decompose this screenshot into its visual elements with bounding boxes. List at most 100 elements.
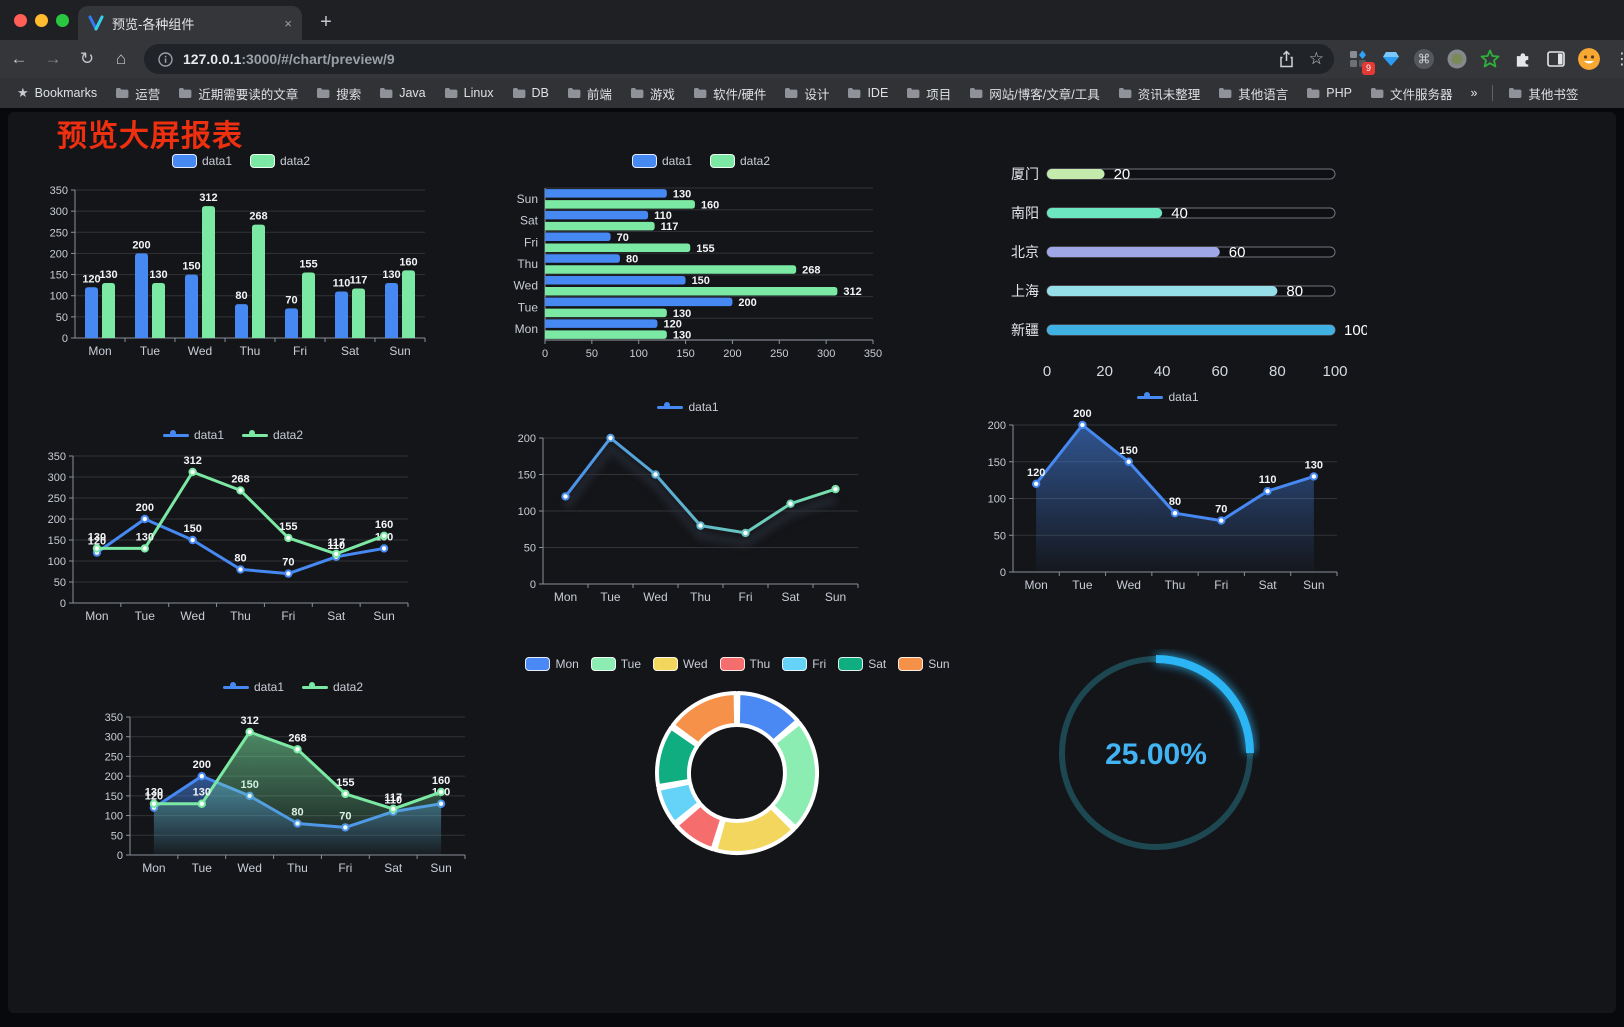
new-tab-button[interactable]: + xyxy=(320,11,332,33)
legend-item-data1[interactable]: data1 xyxy=(162,428,224,442)
forward-icon[interactable]: → xyxy=(44,49,62,68)
bookmark-label: 设计 xyxy=(804,87,830,102)
extension-grid-icon[interactable]: 9 xyxy=(1346,47,1375,75)
bookmark-item-9[interactable]: 软件/硬件 xyxy=(686,81,773,106)
bookmark-item-7[interactable]: 前端 xyxy=(560,81,619,106)
extension-clip-star-icon[interactable] xyxy=(1478,47,1502,71)
svg-text:Sun: Sun xyxy=(517,192,538,206)
bookmark-item-1[interactable]: 运营 xyxy=(108,81,167,106)
donut-slice-Mon[interactable] xyxy=(735,691,800,744)
gauge-chart-canvas: 25.00% xyxy=(1056,653,1256,853)
bookmark-item-13[interactable]: 网站/博客/文章/工具 xyxy=(962,81,1106,106)
bookmark-item-4[interactable]: Java xyxy=(372,83,432,103)
legend-item-Sat[interactable]: Sat xyxy=(838,657,886,671)
window-close-button[interactable] xyxy=(14,14,27,27)
bookmark-item-19[interactable]: 其他书签 xyxy=(1501,81,1585,106)
svg-text:155: 155 xyxy=(336,777,354,789)
browser-menu-icon[interactable]: ⋮ xyxy=(1614,51,1624,68)
svg-text:130: 130 xyxy=(88,531,106,543)
svg-text:130: 130 xyxy=(99,269,117,281)
legend-item-data1[interactable]: data1 xyxy=(657,400,719,414)
extensions-puzzle-icon[interactable] xyxy=(1511,47,1535,71)
reload-icon[interactable]: ↻ xyxy=(79,49,95,68)
bookmark-item-0[interactable]: ★ Bookmarks xyxy=(10,82,104,104)
svg-text:80: 80 xyxy=(1269,363,1286,380)
svg-text:250: 250 xyxy=(48,493,66,505)
svg-text:130: 130 xyxy=(1305,459,1323,471)
legend-item-Thu[interactable]: Thu xyxy=(719,657,770,671)
bookmark-item-11[interactable]: IDE xyxy=(840,83,895,103)
legend-item-Tue[interactable]: Tue xyxy=(590,657,641,671)
window-minimize-button[interactable] xyxy=(35,14,48,27)
svg-text:Sun: Sun xyxy=(373,609,394,623)
bookmark-item-6[interactable]: DB xyxy=(505,83,556,103)
bookmark-item-15[interactable]: 其他语言 xyxy=(1211,81,1295,106)
url-host: 127.0.0.1 xyxy=(183,51,242,67)
window-zoom-button[interactable] xyxy=(56,14,69,27)
svg-text:130: 130 xyxy=(149,269,167,281)
extension-record-icon[interactable] xyxy=(1445,47,1469,71)
bookmark-item-17[interactable]: 文件服务器 xyxy=(1363,81,1460,106)
bookmark-item-12[interactable]: 项目 xyxy=(899,81,958,106)
svg-text:200: 200 xyxy=(132,239,150,251)
svg-text:312: 312 xyxy=(843,286,861,298)
donut-slice-Sun[interactable] xyxy=(670,691,739,747)
site-info-icon[interactable] xyxy=(158,51,173,67)
legend-item-Fri[interactable]: Fri xyxy=(782,657,826,671)
share-icon[interactable] xyxy=(1278,50,1295,68)
page-content: 预览大屏报表 data1 data2 0 50 100 150 200 250 300 350 Mo… xyxy=(0,108,1624,1027)
address-bar[interactable]: 127.0.0.1:3000/#/chart/preview/9 ☆ xyxy=(144,44,1334,74)
legend-item-data2[interactable]: data2 xyxy=(250,154,310,168)
svg-text:350: 350 xyxy=(48,451,66,463)
home-icon[interactable]: ⌂ xyxy=(115,49,127,68)
chart-bar-horizontal: data1 data2 0 50 100 150 200 250 300 350 Mon 120 130… xyxy=(505,150,897,365)
legend-item-data2[interactable]: data2 xyxy=(242,428,303,442)
legend-item-data2[interactable]: data2 xyxy=(302,680,363,694)
side-panel-icon[interactable] xyxy=(1544,47,1568,71)
back-icon[interactable]: ← xyxy=(10,49,28,68)
profile-avatar[interactable] xyxy=(1577,47,1601,71)
bookmark-item-3[interactable]: 搜索 xyxy=(309,81,368,106)
extensions-area: 9 ⌘ xyxy=(1346,47,1624,75)
svg-text:150: 150 xyxy=(48,535,66,547)
legend-item-data2[interactable]: data2 xyxy=(710,154,770,168)
bookmark-item-10[interactable]: 设计 xyxy=(777,81,836,106)
svg-text:Tue: Tue xyxy=(600,590,621,604)
bookmark-item-16[interactable]: PHP xyxy=(1299,83,1359,103)
donut-slice-Wed[interactable] xyxy=(713,804,796,856)
line-chart-canvas: 0 50 100 150 200 Mon Tue Wed Thu Fri Sat Sun xyxy=(518,433,859,604)
bookmark-item-14[interactable]: 资讯未整理 xyxy=(1111,81,1208,106)
svg-text:Sat: Sat xyxy=(520,214,539,228)
legend-item-Sun[interactable]: Sun xyxy=(898,657,950,671)
svg-text:Sat: Sat xyxy=(1259,578,1278,592)
donut-slice-Sat[interactable] xyxy=(655,725,700,789)
legend-item-data1[interactable]: data1 xyxy=(171,154,232,168)
legend-item-data1[interactable]: data1 xyxy=(631,154,692,168)
bookmark-star-icon[interactable]: ☆ xyxy=(1308,49,1324,68)
browser-tab[interactable]: 预览-各种组件 × xyxy=(78,6,302,40)
legend-item-Mon[interactable]: Mon xyxy=(525,657,579,671)
legend-item-data1[interactable]: data1 xyxy=(222,680,284,694)
bookmark-item-5[interactable]: Linux xyxy=(437,83,501,103)
svg-text:新疆: 新疆 xyxy=(1011,322,1039,338)
svg-text:268: 268 xyxy=(802,265,820,277)
tab-close-icon[interactable]: × xyxy=(284,15,292,31)
extension-gem-icon[interactable] xyxy=(1379,47,1403,71)
legend-item-data1[interactable]: data1 xyxy=(1137,390,1199,404)
svg-text:110: 110 xyxy=(333,277,351,289)
bookmark-item-2[interactable]: 近期需要读的文章 xyxy=(171,81,305,106)
bookmark-item-8[interactable]: 游戏 xyxy=(623,81,682,106)
donut-slice-Tue[interactable] xyxy=(770,720,819,830)
page-title: 预览大屏报表 xyxy=(57,120,243,153)
extension-command-icon[interactable]: ⌘ xyxy=(1412,47,1436,71)
bookmark-label: 文件服务器 xyxy=(1389,87,1453,102)
bookmark-item-18[interactable]: » xyxy=(1463,83,1484,103)
svg-text:Mon: Mon xyxy=(515,322,538,336)
svg-text:150: 150 xyxy=(692,275,710,287)
legend-item-Wed[interactable]: Wed xyxy=(653,657,708,671)
donut-slice-Fri[interactable] xyxy=(656,780,702,826)
svg-text:Fri: Fri xyxy=(293,344,307,358)
svg-text:Mon: Mon xyxy=(554,590,577,604)
svg-text:160: 160 xyxy=(701,199,719,211)
donut-slice-Thu[interactable] xyxy=(674,802,725,852)
